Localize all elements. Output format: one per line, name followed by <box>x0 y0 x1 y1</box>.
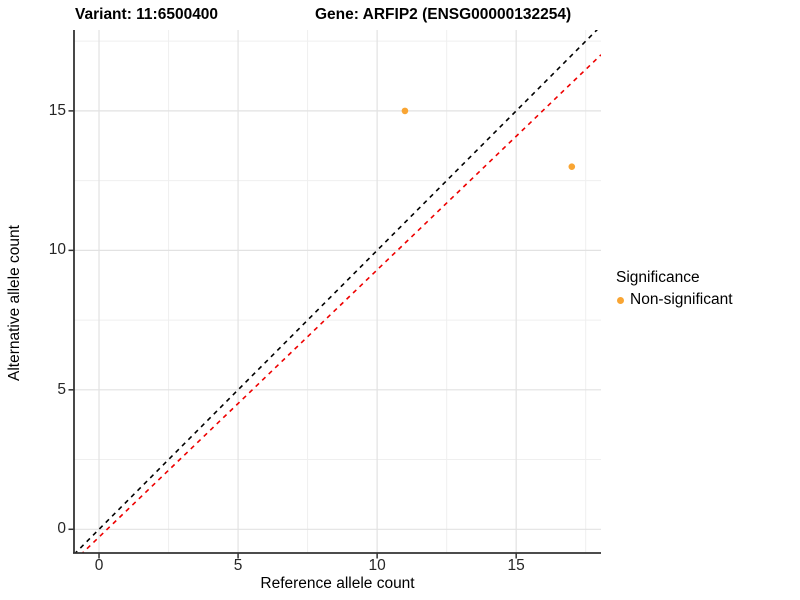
x-axis-title: Reference allele count <box>260 575 415 592</box>
legend: Significance Non-significant <box>616 269 733 309</box>
identity-line <box>74 30 598 553</box>
data-point <box>401 107 409 115</box>
legend-item-label: Non-significant <box>630 291 733 308</box>
x-tick-label: 15 <box>507 557 525 574</box>
y-tick-label: 10 <box>48 241 66 259</box>
x-tick-label: 10 <box>368 557 386 574</box>
y-tick-label: 5 <box>57 380 66 398</box>
y-tick-label: 0 <box>57 520 66 538</box>
fitted-line <box>81 54 601 553</box>
plot-title-gene: Gene: ARFIP2 (ENSG00000132254) <box>315 6 572 23</box>
x-tick-label: 5 <box>233 557 243 574</box>
x-tick-label: 0 <box>94 557 104 574</box>
data-point <box>568 163 576 170</box>
legend-point-swatch <box>617 296 624 304</box>
y-axis-title: Alternative allele count <box>6 225 23 381</box>
plot-title-variant: Variant: 11:6500400 <box>75 6 219 23</box>
y-tick-label: 15 <box>48 101 66 119</box>
legend-title: Significance <box>616 269 700 286</box>
legend-item-non-significant: Non-significant <box>616 291 733 309</box>
